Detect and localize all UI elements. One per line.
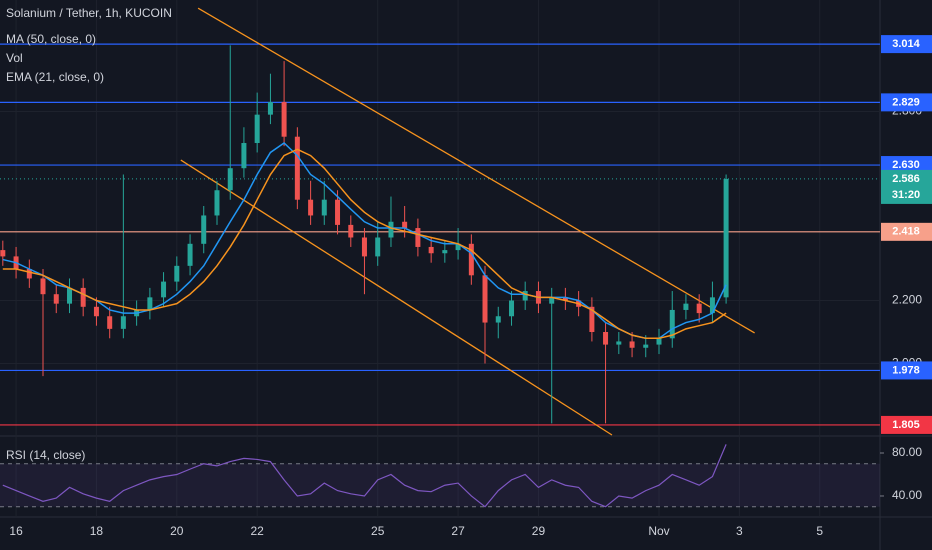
candle-body — [227, 168, 233, 191]
candle-body — [388, 221, 394, 238]
level-badge — [881, 222, 932, 241]
level-label: 2.630 — [892, 159, 920, 171]
chart-title: Solanium / Tether, 1h, KUCOIN — [6, 6, 172, 20]
candle-body — [616, 341, 622, 345]
rsi-label: RSI (14, close) — [6, 448, 85, 462]
candle-body — [428, 246, 434, 254]
candle-body — [643, 344, 649, 348]
indicator-line — [2, 148, 727, 340]
candle-body — [214, 190, 220, 216]
y-tick-label: 2.200 — [892, 293, 922, 307]
candle-body — [80, 287, 86, 307]
candle-body — [308, 199, 314, 216]
level-label: 1.805 — [892, 419, 920, 431]
candle-body — [147, 297, 153, 310]
candle-body — [709, 297, 715, 314]
candle-body — [254, 114, 260, 144]
candle-body — [187, 243, 193, 266]
level-badge — [881, 156, 932, 175]
candle-body — [468, 243, 474, 276]
candle-body — [174, 265, 180, 282]
indicator-label: EMA (21, close, 0) — [6, 70, 104, 84]
level-badge — [881, 35, 932, 54]
level-label: 1.978 — [892, 364, 920, 376]
candle-body — [375, 237, 381, 257]
candle-body — [415, 228, 421, 247]
candle-body — [562, 297, 568, 301]
indicator-label: MA (50, close, 0) — [6, 32, 96, 46]
trendline — [197, 7, 755, 334]
candle-body — [53, 294, 59, 304]
rsi-band — [0, 463, 880, 507]
rsi-tick-label: 80.00 — [892, 445, 922, 459]
candle-body — [589, 306, 595, 332]
countdown: 31:20 — [892, 189, 920, 201]
x-tick-label: 27 — [451, 524, 465, 538]
candle-body — [321, 199, 327, 216]
candle-body — [495, 316, 501, 323]
indicator-line — [2, 142, 727, 340]
candle-body — [0, 250, 6, 257]
x-tick-label: 20 — [170, 524, 184, 538]
candle-body — [201, 215, 207, 244]
level-badge — [881, 415, 932, 434]
level-label: 3.014 — [892, 38, 920, 50]
x-tick-label: 5 — [816, 524, 823, 538]
x-tick-label: 18 — [90, 524, 104, 538]
level-label: 2.829 — [892, 96, 920, 108]
candle-body — [723, 178, 729, 298]
candle-body — [603, 331, 609, 345]
x-tick-label: Nov — [648, 524, 669, 538]
candle-body — [361, 237, 367, 257]
candle-body — [107, 316, 113, 329]
candle-body — [348, 224, 354, 238]
candle-body — [40, 278, 46, 295]
level-badge — [881, 93, 932, 112]
candle-body — [93, 306, 99, 317]
candle-body — [120, 316, 126, 329]
candle-body — [335, 199, 341, 225]
candle-body — [656, 338, 662, 345]
x-tick-label: 3 — [736, 524, 743, 538]
candle-body — [629, 341, 635, 348]
candle-body — [281, 102, 287, 137]
candle-body — [549, 297, 555, 304]
trendline — [180, 159, 613, 436]
candle-body — [241, 143, 247, 169]
x-tick-label: 25 — [371, 524, 385, 538]
candle-body — [683, 303, 689, 310]
rsi-line — [2, 444, 727, 508]
candle-body — [161, 281, 167, 298]
last-price-badge — [881, 169, 932, 204]
candle-body — [482, 275, 488, 323]
candle-body — [669, 309, 675, 339]
last-price-label: 2.586 — [892, 173, 920, 185]
level-label: 2.418 — [892, 226, 920, 238]
candle-body — [294, 136, 300, 200]
candle-body — [442, 250, 448, 254]
x-tick-label: 22 — [250, 524, 264, 538]
level-badge — [881, 361, 932, 380]
candle-body — [267, 102, 273, 115]
candle-body — [26, 269, 32, 279]
candle-body — [522, 291, 528, 301]
candle-body — [67, 287, 73, 304]
x-tick-label: 29 — [532, 524, 546, 538]
candle-body — [455, 243, 461, 251]
rsi-tick-label: 40.00 — [892, 488, 922, 502]
candle-body — [402, 221, 408, 229]
indicator-label: Vol — [6, 51, 23, 65]
candle-body — [509, 300, 515, 317]
candle-body — [696, 303, 702, 314]
x-tick-label: 16 — [9, 524, 23, 538]
